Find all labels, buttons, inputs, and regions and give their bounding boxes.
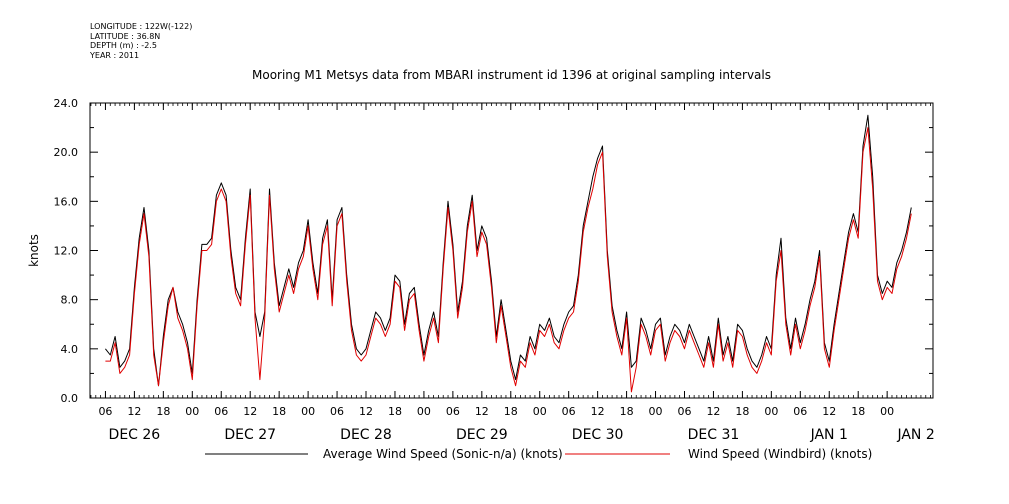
y-tick-label: 4.0 [61, 343, 79, 356]
x-hour-tick-label: 18 [388, 405, 402, 418]
legend: Average Wind Speed (Sonic-n/a) (knots) Wi… [205, 447, 872, 461]
x-hour-tick-label: 06 [98, 405, 112, 418]
x-hour-tick-label: 18 [156, 405, 170, 418]
x-hour-tick-label: 00 [880, 405, 894, 418]
y-axis-label: knots [27, 234, 41, 267]
longitude-text: LONGITUDE : 122W(-122) [90, 22, 193, 31]
x-day-label: JAN 2 [896, 427, 934, 443]
x-hour-tick-label: 06 [677, 405, 691, 418]
x-hour-tick-label: 12 [475, 405, 489, 418]
x-hour-tick-label: 18 [851, 405, 865, 418]
x-hour-tick-label: 06 [214, 405, 228, 418]
chart-title: Mooring M1 Metsys data from MBARI instru… [252, 68, 771, 82]
x-hour-tick-label: 00 [301, 405, 315, 418]
x-hour-tick-label: 12 [706, 405, 720, 418]
series-lines [105, 114, 912, 393]
x-hour-tick-label: 12 [359, 405, 373, 418]
y-tick-label: 0.0 [61, 392, 79, 405]
x-day-label: JAN 1 [810, 427, 848, 443]
y-tick-label: 12.0 [54, 245, 79, 258]
x-hour-tick-label: 12 [591, 405, 605, 418]
year-text: YEAR : 2011 [90, 50, 140, 60]
x-hour-tick-label: 00 [764, 405, 778, 418]
x-day-label: DEC 28 [340, 427, 392, 443]
y-tick-label: 16.0 [54, 195, 79, 208]
x-hour-tick-label: 00 [649, 405, 663, 418]
x-hour-tick-label: 12 [243, 405, 257, 418]
x-day-label: DEC 29 [456, 427, 508, 443]
x-hour-tick-label: 18 [620, 405, 634, 418]
x-hour-tick-label: 18 [504, 405, 518, 418]
y-tick-label: 24.0 [54, 97, 79, 110]
x-hour-tick-label: 06 [562, 405, 576, 418]
x-hour-tick-label: 12 [822, 405, 836, 418]
x-day-label: DEC 31 [688, 427, 740, 443]
x-hour-tick-label: 00 [533, 405, 547, 418]
legend-label: Average Wind Speed (Sonic-n/a) (knots) [323, 447, 563, 461]
legend-label: Wind Speed (Windbird) (knots) [688, 447, 872, 461]
latitude-text: LATITUDE : 36.8N [90, 31, 161, 41]
x-hour-tick-label: 12 [127, 405, 141, 418]
x-hour-tick-label: 06 [330, 405, 344, 418]
depth-text: DEPTH (m) : -2.5 [90, 41, 157, 50]
x-day-label: DEC 26 [109, 427, 161, 443]
y-tick-label: 20.0 [54, 146, 79, 159]
x-hour-tick-label: 06 [446, 405, 460, 418]
series-line-average-wind-speed [105, 114, 912, 387]
x-hour-tick-label: 18 [735, 405, 749, 418]
x-hour-tick-label: 00 [185, 405, 199, 418]
series-line-windbird-wind-speed [105, 127, 912, 393]
x-hour-tick-label: 18 [272, 405, 286, 418]
header-info-block: LONGITUDE : 122W(-122) LATITUDE : 36.8N … [90, 22, 192, 60]
x-hour-tick-label: 06 [793, 405, 807, 418]
x-day-label: DEC 27 [224, 427, 276, 443]
y-tick-label: 8.0 [61, 294, 79, 307]
axes: 06 12 18 00 06 12 18 00 06 12 18 00 06 12 18 00 06 12 18 00… [27, 97, 935, 443]
x-hour-tick-label: 00 [417, 405, 431, 418]
plot-frame [89, 102, 934, 399]
x-day-label: DEC 30 [572, 427, 624, 443]
